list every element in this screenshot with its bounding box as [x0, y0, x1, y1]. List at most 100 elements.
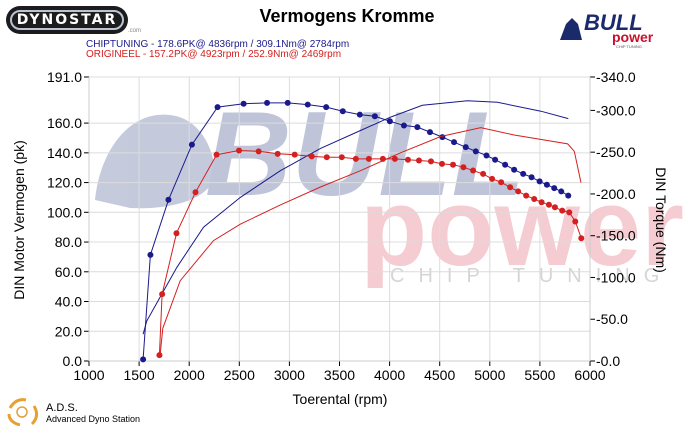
origineel-torque-point: [551, 204, 558, 211]
origineel-torque-point: [523, 192, 530, 199]
origineel-torque-point: [480, 170, 487, 177]
grid: [88, 76, 591, 362]
chiptuning-torque-point: [536, 178, 543, 185]
svg-text:CHIP TUNING: CHIP TUNING: [616, 44, 642, 49]
origineel-torque-point: [439, 160, 446, 167]
x-tick-label: 2500: [224, 367, 255, 383]
x-tick-label: 1500: [124, 367, 155, 383]
x-tick-label: 5000: [474, 367, 505, 383]
origineel-torque-point: [291, 151, 298, 158]
chiptuning-torque-point: [386, 118, 393, 125]
origineel-torque-point: [538, 199, 545, 206]
origineel-torque-point: [578, 235, 585, 242]
chiptuning-torque-point: [323, 104, 330, 111]
legend-chiptuning: CHIPTUNING - 178.6PK@ 4836rpm / 309.1Nm@…: [86, 39, 350, 50]
y-right-tick-label: -50.0: [596, 311, 628, 327]
axes: 1000 1500 2000 2500 3000 3500 4000 4500 5000 5500…: [47, 69, 636, 383]
chiptuning-power-line: [142, 100, 569, 335]
y-right-tick-label: -100.0: [596, 269, 636, 285]
y-left-tick-label: 120.0: [47, 175, 82, 191]
chiptuning-torque-point: [147, 251, 154, 258]
chiptuning-torque-point: [284, 99, 291, 106]
origineel-torque-point: [156, 352, 163, 359]
dynostar-logo-suffix: .com: [128, 28, 142, 34]
svg-text:power: power: [612, 29, 654, 45]
y-left-tick-label: 140.0: [47, 145, 82, 161]
origineel-torque-point: [460, 164, 467, 171]
origineel-torque-point: [515, 188, 522, 195]
origineel-torque-point: [470, 167, 477, 174]
y-right-tick-label: -0.0: [596, 353, 620, 369]
x-tick-label: 3500: [324, 367, 355, 383]
chiptuning-torque-point: [426, 129, 433, 136]
origineel-torque-point: [192, 189, 199, 196]
x-tick-label: 4500: [424, 367, 455, 383]
chart-title: Vermogens Kromme: [259, 6, 435, 26]
chiptuning-torque-point: [414, 124, 421, 131]
origineel-torque-point: [391, 155, 398, 162]
origineel-torque-point: [159, 291, 166, 298]
chiptuning-torque-point: [304, 101, 311, 108]
chiptuning-torque-point: [214, 104, 221, 111]
y-left-tick-label: 0.0: [63, 353, 83, 369]
chiptuning-torque-point: [551, 185, 558, 192]
origineel-torque-point: [308, 153, 315, 160]
chiptuning-torque-point: [400, 122, 407, 129]
origineel-torque-point: [531, 195, 538, 202]
origineel-torque-point: [379, 155, 386, 162]
x-tick-label: 3000: [274, 367, 305, 383]
origineel-torque-point: [545, 201, 552, 208]
origineel-torque-point: [498, 179, 505, 186]
origineel-torque-point: [572, 218, 579, 225]
y-left-tick-label: 80.0: [55, 234, 82, 250]
chiptuning-torque-point: [543, 181, 550, 188]
chiptuning-torque-point: [240, 100, 247, 107]
legend-origineel: ORIGINEEL - 157.2PK@ 4923rpm / 252.9Nm@ …: [86, 49, 342, 60]
x-tick-label: 5500: [524, 367, 555, 383]
chiptuning-torque-point: [483, 152, 490, 159]
origineel-torque-point: [559, 207, 566, 214]
chiptuning-torque-point: [528, 174, 535, 181]
chiptuning-torque-point: [451, 139, 458, 146]
origineel-torque-point: [404, 156, 411, 163]
origineel-torque-point: [450, 161, 457, 168]
origineel-torque-point: [173, 230, 180, 237]
origineel-torque-point: [507, 184, 514, 191]
chiptuning-torque-point: [188, 141, 195, 148]
svg-text:BULL: BULL: [584, 10, 643, 35]
chiptuning-torque-point: [264, 99, 271, 106]
y-left-axis-label: DIN Motor Vermogen (pk): [11, 140, 27, 300]
y-right-tick-label: -250.0: [596, 144, 636, 160]
chiptuning-torque-point: [511, 166, 518, 173]
y-left-tick-label: 60.0: [55, 264, 82, 280]
ads-logo-icon: [7, 398, 39, 426]
origineel-torque-point: [323, 154, 330, 161]
chiptuning-torque-point: [371, 113, 378, 120]
y-left-tick-label: 100.0: [47, 204, 82, 220]
origineel-torque-point: [365, 155, 372, 162]
chiptuning-torque-point: [558, 188, 565, 195]
dynostar-logo-text: DYNOSTAR: [10, 10, 124, 30]
ads-long-name: Advanced Dyno Station: [46, 414, 141, 424]
origineel-torque-point: [489, 175, 496, 182]
y-right-tick-label: -300.0: [596, 102, 636, 118]
x-axis-label: Toerental (rpm): [293, 391, 388, 407]
origineel-torque-point: [427, 158, 434, 165]
origineel-power-line: [159, 127, 582, 356]
x-tick-label: 1000: [73, 367, 104, 383]
y-right-axis-label: DIN Torque (Nm): [653, 167, 669, 273]
ads-short-name: A.D.S.: [46, 402, 78, 414]
origineel-torque-point: [338, 154, 345, 161]
origineel-torque-point: [235, 147, 242, 154]
y-left-tick-label: 40.0: [55, 294, 82, 310]
chiptuning-torque-point: [356, 111, 363, 118]
chiptuning-torque-point: [165, 196, 172, 203]
origineel-torque-point: [352, 155, 359, 162]
watermark-power-text: power: [360, 166, 684, 289]
origineel-torque-point: [566, 209, 573, 216]
chiptuning-torque-point: [462, 144, 469, 151]
chiptuning-torque-point: [492, 156, 499, 163]
x-tick-label: 4000: [374, 367, 405, 383]
y-right-tick-label: -150.0: [596, 228, 636, 244]
